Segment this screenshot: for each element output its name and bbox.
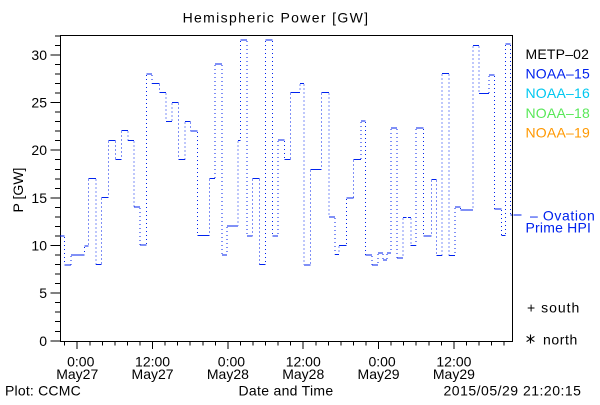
svg-text:Prime HPI: Prime HPI	[526, 220, 592, 236]
svg-text:5: 5	[39, 285, 47, 301]
svg-text:Plot: CCMC: Plot: CCMC	[5, 383, 81, 399]
svg-text:0: 0	[39, 333, 47, 349]
svg-text:10: 10	[31, 238, 47, 254]
svg-text:30: 30	[31, 47, 47, 63]
svg-text:0:00: 0:00	[218, 354, 245, 370]
svg-text:P [GW]: P [GW]	[10, 168, 26, 213]
svg-text:12:00: 12:00	[436, 354, 471, 370]
svg-text:NOAA–15: NOAA–15	[526, 66, 590, 82]
svg-text:NOAA–16: NOAA–16	[526, 85, 590, 101]
svg-text:May29: May29	[358, 366, 400, 382]
svg-text:– Ovation: – Ovation	[530, 208, 595, 224]
svg-text:15: 15	[31, 190, 47, 206]
svg-text:NOAA–19: NOAA–19	[526, 124, 590, 140]
svg-text:2015/05/29 21:20:15: 2015/05/29 21:20:15	[444, 383, 582, 399]
svg-text:May29: May29	[433, 366, 475, 382]
svg-text:May27: May27	[56, 366, 98, 382]
svg-text:May28: May28	[282, 366, 324, 382]
svg-text:May27: May27	[132, 366, 174, 382]
svg-text:NOAA–18: NOAA–18	[526, 105, 590, 121]
svg-text:+ south: + south	[527, 300, 580, 316]
svg-text:Hemispheric Power [GW]: Hemispheric Power [GW]	[183, 10, 370, 26]
svg-text:20: 20	[31, 142, 47, 158]
svg-text:0:00: 0:00	[67, 354, 94, 370]
svg-text:north: north	[543, 332, 578, 348]
svg-text:12:00: 12:00	[135, 354, 170, 370]
svg-text:May28: May28	[207, 366, 249, 382]
svg-text:METP–02: METP–02	[526, 46, 590, 62]
svg-text:Date and Time: Date and Time	[239, 383, 334, 399]
svg-text:12:00: 12:00	[286, 354, 321, 370]
svg-text:25: 25	[31, 95, 47, 111]
svg-text:0:00: 0:00	[368, 354, 395, 370]
